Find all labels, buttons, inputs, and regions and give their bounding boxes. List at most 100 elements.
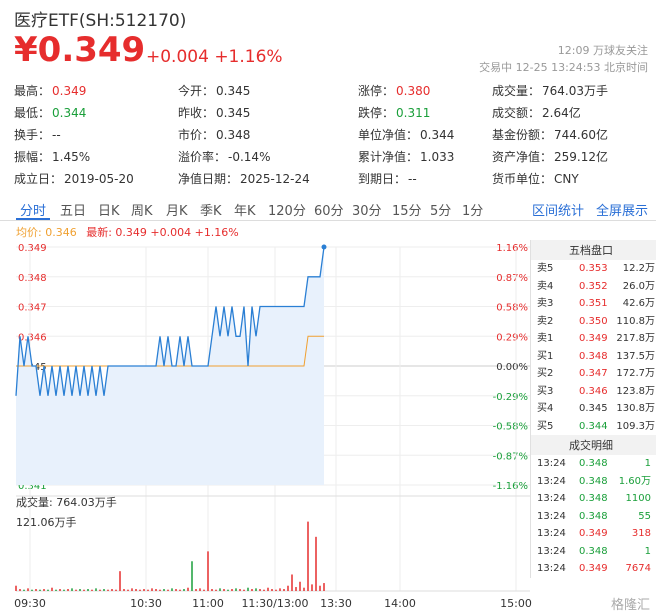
order-label: 买3 xyxy=(537,385,554,397)
trade-time: 13:24 xyxy=(537,545,566,557)
stat-item: 资产净值： 259.12亿 xyxy=(492,148,608,165)
tab-7[interactable]: 120分 xyxy=(268,204,306,219)
y-tick-left: 0.348 xyxy=(18,273,47,284)
stat-item: 累计净值： 1.033 xyxy=(358,148,454,165)
stat-item: 跌停： 0.311 xyxy=(358,104,430,121)
stat-label: 资产净值： xyxy=(492,150,553,164)
stat-label: 单位净值： xyxy=(358,128,419,142)
order-label: 卖2 xyxy=(537,315,554,327)
stat-label: 基金份额： xyxy=(492,128,553,142)
volume-max-label: 121.06万手 xyxy=(16,516,77,529)
trade-price: 0.348 xyxy=(579,458,608,469)
y-tick-right: -0.29% xyxy=(493,392,528,403)
trade-time: 13:24 xyxy=(537,493,566,504)
trade-price: 0.348 xyxy=(579,493,608,504)
tab-1[interactable]: 五日 xyxy=(60,204,87,219)
trades-title: 成交明细 xyxy=(531,435,656,455)
y-tick-left: 0.347 xyxy=(18,303,47,314)
fullscreen-button[interactable]: 全屏展示 xyxy=(596,204,649,219)
stat-label: 跌停： xyxy=(358,106,395,120)
trade-volume: 1 xyxy=(644,458,651,469)
order-price: 0.353 xyxy=(579,263,608,274)
stat-item: 净值日期： 2025-12-24 xyxy=(178,170,310,187)
trade-price: 0.348 xyxy=(579,545,608,557)
stat-item: 振幅： 1.45% xyxy=(14,148,90,165)
tab-4[interactable]: 月K xyxy=(166,204,188,219)
right-panel: 五档盘口 卖5 0.353 12.2万 卖4 0.352 26.0万 卖3 0.351 42.6万… xyxy=(530,240,656,578)
intraday-chart[interactable]: 0.349 1.16% 0.348 0.87% 0.347 0.58% 0.346 0.29%… xyxy=(0,236,656,615)
order-price: 0.351 xyxy=(579,298,608,309)
stat-item: 涨停： 0.380 xyxy=(358,82,430,99)
trade-volume: 318 xyxy=(631,528,651,539)
stat-label: 换手： xyxy=(14,128,51,142)
order-label: 卖4 xyxy=(537,280,554,292)
range-stats-button[interactable]: 区间统计 xyxy=(532,204,585,219)
x-tick: 09:30 xyxy=(14,597,46,610)
trade-row: 13:24 0.349 318 xyxy=(531,525,656,543)
tab-5[interactable]: 季K xyxy=(200,204,222,219)
stat-label: 最低： xyxy=(14,106,51,120)
trade-time: 13:24 xyxy=(537,563,566,574)
trade-volume: 1.60万 xyxy=(618,475,651,487)
tab-12[interactable]: 1分 xyxy=(462,204,484,219)
stat-value: 259.12亿 xyxy=(554,150,609,164)
order-volume: 123.8万 xyxy=(616,385,655,397)
stat-label: 货币单位： xyxy=(492,172,553,186)
order-label: 卖3 xyxy=(537,298,554,309)
order-book-row: 卖4 0.352 26.0万 xyxy=(531,278,656,296)
x-tick: 10:30 xyxy=(130,597,162,610)
tab-0[interactable]: 分时 xyxy=(20,204,47,219)
order-volume: 217.8万 xyxy=(616,333,655,344)
stat-item: 最低： 0.344 xyxy=(14,104,86,121)
watermark-logo: 格隆汇 xyxy=(610,598,650,613)
stat-item: 换手： -- xyxy=(14,126,61,143)
y-tick-right: 0.29% xyxy=(496,332,528,343)
order-price: 0.344 xyxy=(579,420,608,432)
tab-6[interactable]: 年K xyxy=(234,204,256,219)
trade-time: 13:24 xyxy=(537,528,566,539)
order-book-row: 卖5 0.353 12.2万 xyxy=(531,260,656,278)
x-tick: 11:00 xyxy=(192,597,224,610)
trade-row: 13:24 0.348 1100 xyxy=(531,490,656,508)
order-volume: 110.8万 xyxy=(616,315,655,327)
y-tick-right: -1.16% xyxy=(493,481,528,492)
y-tick-right: 0.00% xyxy=(496,362,528,373)
stat-value: 0.345 xyxy=(216,84,251,98)
trade-volume: 55 xyxy=(638,510,651,522)
stat-item: 单位净值： 0.344 xyxy=(358,126,454,143)
order-book-row: 买4 0.345 130.8万 xyxy=(531,400,656,418)
tab-8[interactable]: 60分 xyxy=(314,204,344,219)
stat-value: -- xyxy=(408,172,417,186)
stat-item: 成立日： 2019-05-20 xyxy=(14,170,134,187)
y-tick-left: 0.341 xyxy=(18,481,47,492)
tab-11[interactable]: 5分 xyxy=(430,204,452,219)
stat-item: 今开： 0.345 xyxy=(178,82,250,99)
stat-label: 溢价率： xyxy=(178,150,227,164)
followers-count: 12:09 万球友关注 xyxy=(557,44,648,57)
order-book-row: 买1 0.348 137.5万 xyxy=(531,348,656,366)
order-price: 0.348 xyxy=(579,350,608,362)
price-change: +0.004 +1.16% xyxy=(146,47,283,67)
tab-3[interactable]: 周K xyxy=(131,204,153,219)
trade-volume: 1100 xyxy=(625,493,651,504)
trade-row: 13:24 0.349 7674 xyxy=(531,560,656,578)
stat-value: 0.380 xyxy=(396,84,431,98)
order-label: 买4 xyxy=(537,403,554,414)
stat-label: 成交额： xyxy=(492,106,541,120)
tab-10[interactable]: 15分 xyxy=(392,204,422,219)
order-book-row: 卖3 0.351 42.6万 xyxy=(531,295,656,313)
trade-status: 交易中 12-25 13:24:53 北京时间 xyxy=(479,61,648,74)
y-tick-right: 0.87% xyxy=(496,273,528,284)
stat-value: 764.03万手 xyxy=(542,84,609,98)
y-tick-left: 0.346 xyxy=(18,332,47,343)
stat-label: 累计净值： xyxy=(358,150,419,164)
stat-label: 涨停： xyxy=(358,84,395,98)
stat-value: 0.345 xyxy=(216,106,251,120)
stat-label: 成交量： xyxy=(492,84,541,98)
stat-item: 成交额： 2.64亿 xyxy=(492,104,581,121)
stat-label: 成立日： xyxy=(14,172,63,186)
tab-9[interactable]: 30分 xyxy=(352,204,382,219)
tab-2[interactable]: 日K xyxy=(98,204,120,219)
stat-label: 到期日： xyxy=(358,172,407,186)
y-tick-right: -0.58% xyxy=(493,422,528,433)
